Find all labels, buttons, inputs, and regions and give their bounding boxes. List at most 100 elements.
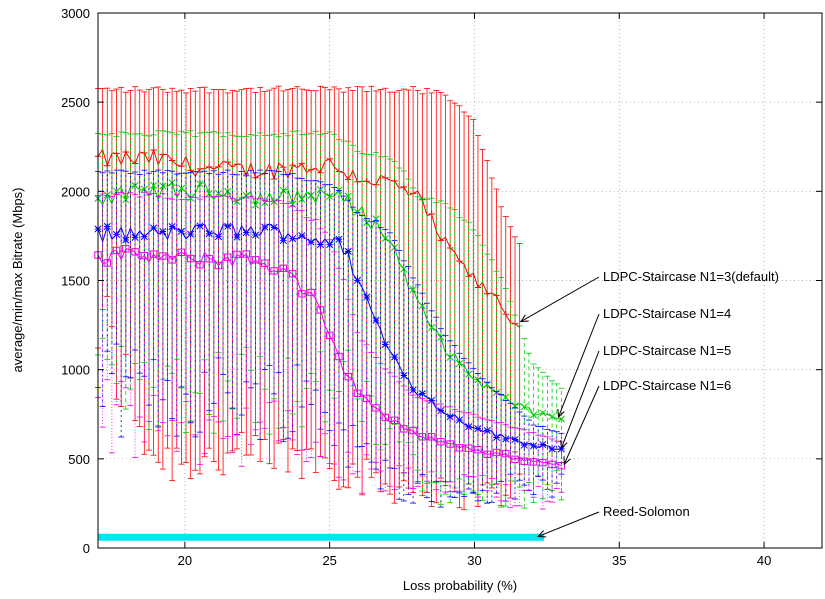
series-1-point [233, 197, 241, 205]
series-3-point [353, 389, 362, 397]
series-1-point [326, 192, 334, 200]
series-2-point [400, 372, 408, 380]
annotation-label-4: Reed-Solomon [603, 504, 690, 519]
series-3-point [557, 461, 566, 470]
series-1-point [455, 360, 463, 368]
x-tick-label: 30 [467, 553, 481, 568]
series-3-point [483, 450, 491, 458]
series-1-point [270, 197, 278, 206]
series-3-point [307, 288, 315, 297]
series-1-point [196, 180, 204, 188]
series-3-point [242, 250, 250, 258]
series-3-point [325, 331, 334, 340]
annotation-arrowhead-2 [560, 440, 568, 450]
series-2-point [187, 230, 195, 238]
series-3-point [418, 433, 427, 441]
annotation-label-3: LDPC-Staircase N1=6 [603, 378, 731, 393]
y-tick-label: 500 [68, 452, 90, 467]
y-tick-label: 3000 [61, 6, 90, 21]
series-3-point [520, 457, 528, 465]
series-3-point [316, 306, 325, 314]
series-3-point [149, 250, 158, 258]
series-2-point [214, 233, 223, 241]
series-1-point [437, 333, 445, 341]
annotation-arrow-1 [557, 313, 600, 418]
series-0 [94, 85, 523, 511]
series-2-point [474, 425, 482, 433]
series-3-point [539, 458, 547, 467]
annotation-arrow-2 [560, 350, 600, 449]
x-tick-label: 35 [612, 553, 626, 568]
series-1-point [530, 411, 538, 419]
series-2-point [335, 235, 343, 243]
annotation-label-1: LDPC-Staircase N1=4 [603, 306, 731, 321]
series-2-point [446, 413, 454, 421]
series-3-point [233, 250, 241, 259]
series-2-point [344, 247, 352, 255]
series-1-point [446, 353, 454, 361]
x-tick-label: 25 [322, 553, 336, 568]
series-3-point [251, 256, 260, 264]
series-3-point [372, 404, 380, 412]
series-1-point [344, 192, 352, 200]
series-1-point [502, 393, 510, 401]
series-3-point [409, 426, 417, 435]
series-3-point [381, 413, 389, 422]
series-3-point [288, 270, 297, 278]
series-1-point [465, 370, 473, 378]
y-tick-label: 1500 [61, 274, 90, 289]
series-1-point [316, 185, 324, 193]
series-3-point [363, 394, 371, 403]
annotation-arrowhead-3 [563, 456, 571, 466]
series-3-point [511, 455, 519, 464]
series-3-point [159, 252, 167, 260]
series-2-point [381, 340, 389, 349]
series-1-point [418, 302, 426, 310]
series-1-point [428, 323, 436, 332]
series-2-point [455, 416, 463, 424]
series-2-point [492, 433, 501, 442]
annotation-arrowhead-4 [537, 530, 547, 538]
annotation-arrowhead-0 [519, 314, 529, 323]
series-1-point [122, 196, 130, 204]
y-tick-label: 2500 [61, 95, 90, 110]
series-3-point [502, 449, 510, 458]
series-3-point [224, 253, 232, 261]
series-3-point [390, 416, 399, 424]
annotation-arrowhead-1 [557, 408, 565, 418]
series-2-point [557, 445, 565, 453]
series-3-point [400, 425, 408, 433]
series-3-point [437, 437, 445, 446]
series-2-point [372, 316, 380, 324]
series-2-point [242, 229, 250, 237]
series-2-point [353, 276, 362, 284]
series-1-point [140, 185, 148, 193]
series-3-point [270, 267, 278, 275]
series-1-point [307, 191, 315, 199]
x-axis-title: Loss probability (%) [403, 578, 517, 593]
series-1-point [251, 201, 260, 209]
series-3-point [205, 255, 213, 263]
series-2-point [140, 233, 148, 241]
series-3-point [168, 256, 176, 264]
series-3-point [131, 248, 139, 256]
series-3-point [112, 246, 121, 255]
series-1-point [177, 184, 185, 192]
annotation-arrow-0 [520, 276, 600, 322]
series-2-point [112, 230, 121, 238]
series-2-point [418, 389, 426, 398]
series-3-point [298, 290, 306, 298]
series-2-point [548, 445, 556, 453]
series-3-point [464, 444, 473, 452]
series-2-point [390, 353, 399, 361]
series-1-point [353, 208, 362, 216]
series-3-point [455, 444, 464, 452]
series-2-point [316, 241, 324, 249]
series-2-point [298, 232, 306, 240]
series-3-point [261, 259, 269, 267]
series-2-point [177, 227, 185, 235]
series-2-point [168, 223, 176, 231]
series-3 [94, 192, 566, 510]
series-3-point [344, 372, 352, 381]
